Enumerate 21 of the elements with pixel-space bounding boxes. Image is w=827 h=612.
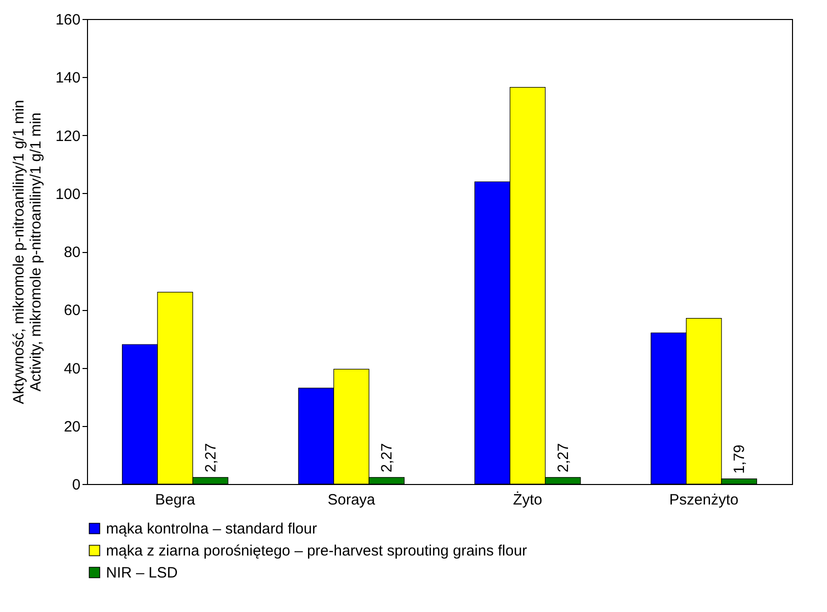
data-label: 1,79 [731, 444, 748, 474]
legend-label: mąka kontrolna – standard flour [106, 520, 317, 538]
legend-label: NIR – LSD [106, 564, 178, 582]
y-tick-label: 80 [64, 244, 80, 261]
y-tick-label: 0 [72, 476, 80, 494]
data-label: 2,27 [554, 443, 572, 472]
legend-label: mąka z ziarna porośniętego – pre-harvest sprouting grains flour [106, 542, 528, 560]
y-axis-title: Aktywność, mikromole p-nitroaniliny/1 g/1 min Activity, mikromole p-nitroaniliny/1 g/1 min [10, 100, 44, 404]
data-label: 2,27 [378, 443, 396, 472]
y-tick-label: 20 [64, 418, 80, 436]
y-tick-label: 120 [55, 128, 80, 145]
x-tick-label: Żyto [513, 490, 542, 508]
y-tick-label: 140 [55, 70, 80, 87]
x-tick-label: Soraya [328, 492, 376, 508]
y-tick-label: 160 [55, 12, 80, 28]
data-label: 2,27 [202, 443, 220, 472]
y-tick-label: 100 [55, 186, 80, 203]
x-tick-label: Begra [155, 492, 196, 508]
y-tick-label: 40 [64, 360, 80, 378]
y-tick-label: 60 [64, 302, 80, 320]
x-tick-label: Pszenżyto [669, 492, 738, 508]
